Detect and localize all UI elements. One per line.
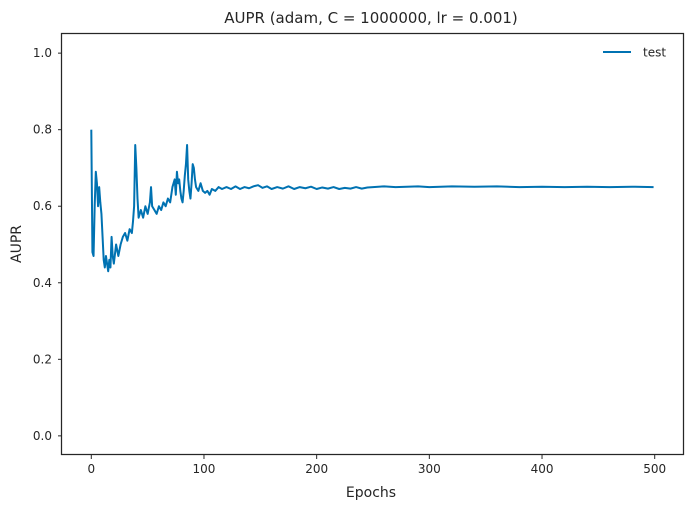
chart-title: AUPR (adam, C = 1000000, lr = 0.001) [224, 9, 518, 27]
x-tick-label: 400 [531, 462, 554, 476]
x-tick-label: 100 [193, 462, 216, 476]
y-tick-label: 0.8 [33, 123, 52, 137]
y-tick-label: 0.4 [33, 276, 52, 290]
y-axis-label: AUPR [9, 225, 25, 263]
legend: test [603, 46, 666, 60]
y-tick-label: 1.0 [33, 46, 52, 60]
x-axis-ticks: 0 100 200 300 400 500 [87, 455, 666, 476]
legend-label-test: test [643, 46, 666, 60]
plot-frame [60, 32, 685, 456]
y-tick-label: 0.6 [33, 199, 52, 213]
y-tick-label: 0.0 [33, 429, 52, 443]
series-line-test [90, 129, 654, 273]
x-tick-label: 0 [87, 462, 95, 476]
x-axis-label: Epochs [346, 485, 396, 501]
series-layer [90, 129, 654, 273]
y-axis-ticks: 0.0 0.2 0.4 0.6 0.8 1.0 [33, 46, 62, 443]
x-tick-label: 200 [305, 462, 328, 476]
y-tick-label: 0.2 [33, 352, 52, 366]
x-tick-label: 300 [418, 462, 441, 476]
x-tick-label: 500 [643, 462, 666, 476]
